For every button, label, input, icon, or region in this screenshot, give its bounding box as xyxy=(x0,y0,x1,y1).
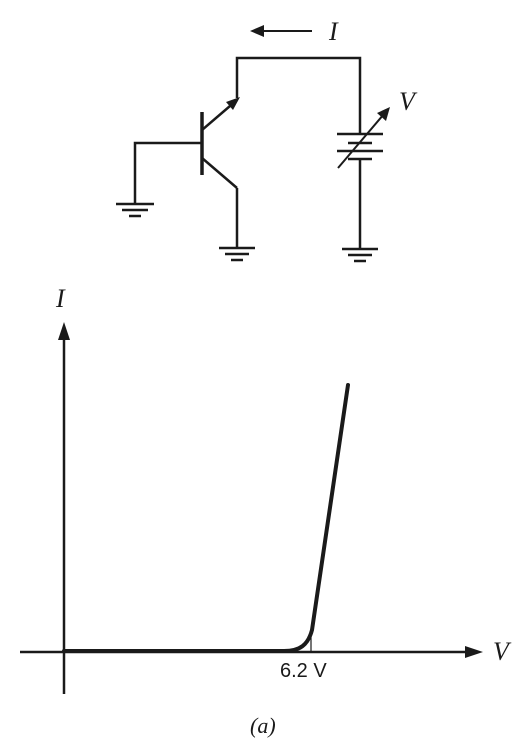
figure-caption: (a) xyxy=(250,713,276,738)
breakdown-voltage-label: 6.2 V xyxy=(280,660,327,682)
voltage-source-label: V xyxy=(399,87,418,116)
variable-arrow-icon xyxy=(377,107,390,121)
transistor-symbol xyxy=(200,97,240,247)
y-axis-label: I xyxy=(55,284,66,313)
x-axis-arrow-icon xyxy=(465,646,483,658)
x-axis-label: V xyxy=(493,637,512,666)
ground-icon-source xyxy=(342,247,378,263)
top-wire xyxy=(235,56,362,133)
current-arrow xyxy=(250,25,312,37)
emitter-arrow-icon xyxy=(226,97,240,110)
base-wire xyxy=(133,141,202,203)
iv-graph xyxy=(20,322,483,694)
circuit-diagram xyxy=(116,25,390,263)
iv-curve xyxy=(62,383,350,653)
y-axis-arrow-icon xyxy=(58,322,70,340)
ground-icon-collector xyxy=(219,246,255,262)
current-label: I xyxy=(328,17,339,46)
ground-icon-base xyxy=(116,202,154,218)
variable-voltage-source xyxy=(337,107,390,248)
